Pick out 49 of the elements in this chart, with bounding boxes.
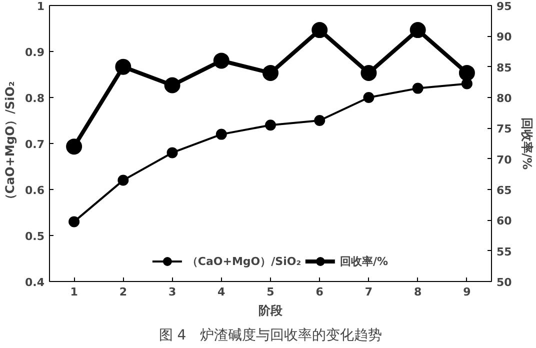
y2-tick-label: 60 (496, 214, 512, 228)
legend-label: 回收率/% (340, 254, 388, 268)
y-tick-label: 0.4 (25, 276, 45, 289)
y2-tick-label: 50 (496, 276, 512, 289)
y-tick-label: 0.5 (25, 230, 45, 243)
x-axis-title: 阶段 (258, 304, 284, 318)
y-tick-label: 0.7 (25, 138, 45, 151)
caption: 图 4 炉渣碱度与回收率的变化趋势 (158, 328, 382, 344)
y2-tick-label: 90 (496, 30, 512, 44)
x-tick-label: 7 (364, 286, 373, 298)
legend-label: （CaO+MgO）/SiO₂ (186, 254, 302, 268)
y2-tick-label: 65 (496, 184, 512, 197)
x-tick-label: 4 (218, 286, 226, 298)
y2-tick-label: 95 (496, 0, 512, 13)
point (166, 147, 178, 158)
x-tick-label: 3 (168, 286, 176, 298)
y2-tick-label: 55 (496, 245, 512, 258)
x-tick-label: 5 (266, 286, 274, 298)
point (363, 92, 374, 103)
y-tick-label: 1 (36, 0, 44, 13)
y2-tick-label: 75 (496, 122, 512, 136)
point (458, 64, 475, 81)
x-tick-label: 8 (414, 286, 422, 298)
y-axis-title: （CaO+MgO）/SiO₂ (3, 81, 18, 206)
point (410, 22, 426, 38)
y-tick-label: 0.6 (25, 184, 45, 197)
point (314, 115, 326, 126)
point (68, 216, 80, 228)
point (412, 82, 424, 94)
point (164, 77, 180, 94)
point (312, 22, 328, 38)
x-tick-label: 6 (316, 286, 324, 298)
point (118, 174, 129, 186)
y2-tick-label: 70 (496, 153, 512, 166)
y-tick-label: 0.8 (25, 92, 45, 105)
x-tick-label: 1 (70, 286, 78, 298)
y-tick-label: 0.9 (25, 46, 45, 59)
point (216, 128, 227, 140)
point (265, 120, 276, 131)
x-tick-label: 9 (463, 286, 471, 298)
point (262, 64, 278, 81)
y2-tick-label: 85 (496, 61, 512, 74)
x-tick-label: 2 (119, 286, 127, 298)
y2-axis-title: 回收率/% (520, 117, 534, 170)
point (115, 58, 132, 75)
point (213, 52, 230, 69)
point (360, 64, 377, 81)
y2-tick-label: 80 (496, 92, 512, 105)
point (66, 138, 82, 155)
